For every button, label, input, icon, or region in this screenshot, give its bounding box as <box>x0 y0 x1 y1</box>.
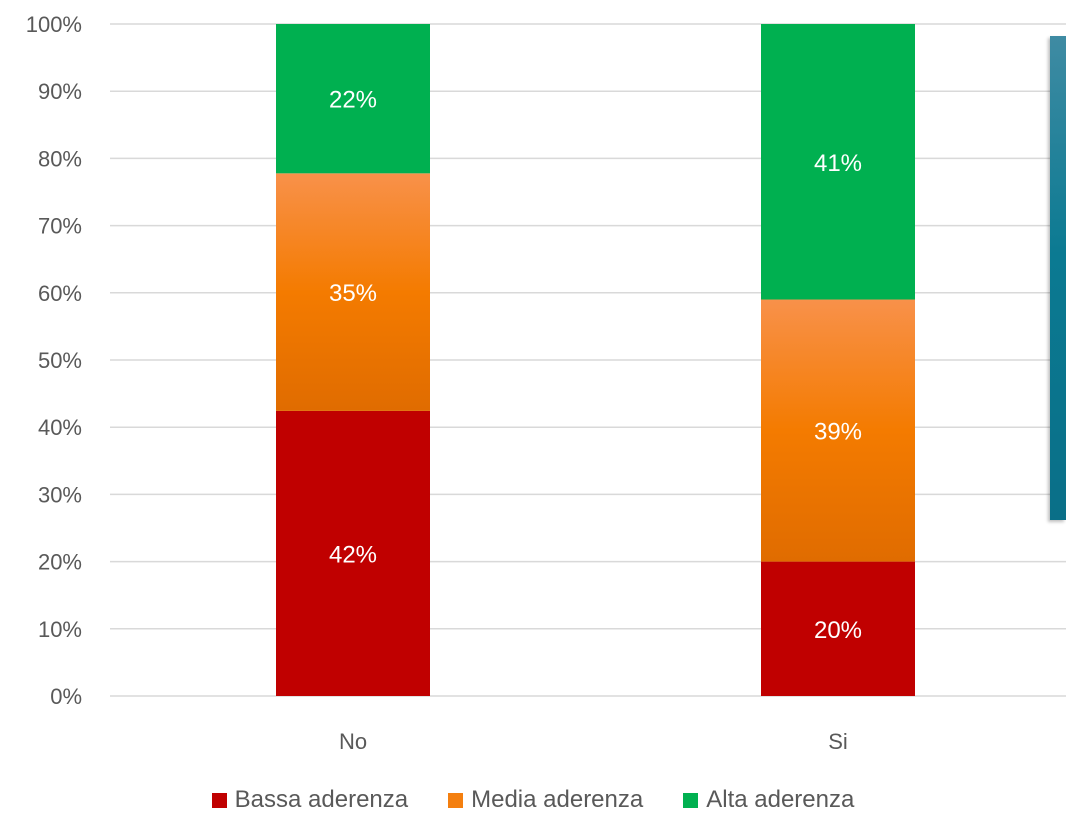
data-label: 20% <box>814 617 862 644</box>
legend-label: Alta aderenza <box>706 786 855 813</box>
y-tick-label: 20% <box>38 550 82 575</box>
legend-swatch <box>211 792 227 808</box>
y-tick-label: 60% <box>38 281 82 306</box>
y-tick-label: 10% <box>38 617 82 642</box>
bars <box>276 24 915 696</box>
y-tick-label: 100% <box>26 12 82 37</box>
legend-item: Bassa aderenza <box>211 786 409 814</box>
bar-segment-bassa-aderenza <box>276 410 430 696</box>
data-label: 39% <box>814 419 862 446</box>
y-axis-ticks: 0% 10% 20% 30% 40% 50% 60% 70% 80% 90% 100% <box>26 12 82 709</box>
legend-label: Bassa aderenza <box>234 786 409 813</box>
data-label: 41% <box>814 150 862 177</box>
y-tick-label: 30% <box>38 482 82 507</box>
gridlines <box>110 23 1066 697</box>
y-tick-label: 90% <box>38 79 82 104</box>
y-tick-label: 40% <box>38 415 82 440</box>
x-category-label: No <box>339 729 367 754</box>
legend-item: Media aderenza <box>448 786 643 814</box>
bar-segment-media-aderenza <box>276 173 430 411</box>
bar-segment-alta-aderenza <box>761 24 915 300</box>
x-axis-categories: No Si <box>339 729 848 754</box>
legend-swatch <box>683 792 699 808</box>
bar-segment-media-aderenza <box>761 299 915 562</box>
x-category-label: Si <box>828 729 848 754</box>
legend-label: Media aderenza <box>471 786 644 813</box>
legend-swatch <box>448 792 464 808</box>
legend: Bassa aderenza Media aderenza Alta aderenz… <box>0 786 1066 814</box>
y-tick-label: 0% <box>50 684 82 709</box>
bar-segment-bassa-aderenza <box>761 561 915 696</box>
y-tick-label: 70% <box>38 214 82 239</box>
y-tick-label: 80% <box>38 146 82 171</box>
data-label: 35% <box>329 280 377 307</box>
y-tick-label: 50% <box>38 348 82 373</box>
data-label: 22% <box>329 87 377 114</box>
data-labels: 42% 35% 22% 20% 39% 41% <box>329 87 862 644</box>
bar-segment-alta-aderenza <box>276 24 430 174</box>
data-label: 42% <box>329 541 377 568</box>
side-panel-decoration <box>1050 36 1066 520</box>
legend-item: Alta aderenza <box>683 786 854 814</box>
